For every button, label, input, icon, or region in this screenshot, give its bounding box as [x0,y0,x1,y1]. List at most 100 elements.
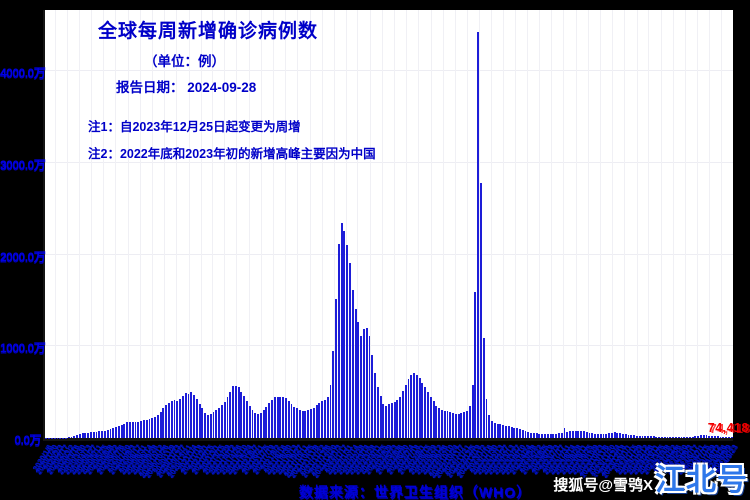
bar [329,384,332,438]
bar [170,400,173,438]
bar [580,430,583,438]
bar [218,407,221,438]
bar [290,403,293,438]
bar [209,413,212,438]
bar [282,397,285,438]
bar [608,433,610,438]
bar [312,407,315,438]
bar [332,350,335,438]
note-2: 注2：2022年底和2023年初的新增高峰主要因为中国 [88,147,376,161]
h-gridline [45,161,733,163]
bar [271,400,273,438]
bar [142,420,145,438]
bar [296,408,299,438]
v-gridline [624,10,626,438]
bar [569,431,571,438]
bar [117,426,120,438]
h-gridline [45,345,733,347]
bar [87,432,90,438]
bar [454,413,457,438]
v-gridline [648,10,650,438]
bar [234,385,237,438]
bar [549,434,552,438]
bar [262,410,265,438]
bar [649,436,652,438]
bar [541,433,544,438]
bar [638,435,641,438]
bar [137,421,140,438]
bar [390,402,393,438]
bar [115,427,117,438]
bar [148,419,151,438]
bar [223,401,226,438]
v-gridline [357,10,359,438]
bar [284,398,287,438]
bar [399,396,402,438]
bar [488,415,491,438]
bar [663,436,666,438]
bar [315,404,318,438]
plot-area [43,10,733,441]
bar [310,409,312,438]
bar [479,183,482,438]
watermark-account: 搜狐号@雪鸮X [553,477,653,494]
bar [535,433,538,438]
bar [443,410,446,438]
bar [304,411,307,438]
bar [521,430,524,438]
v-gridline [200,10,202,438]
bar [349,262,351,438]
bar [524,431,527,438]
watermark-name: 江北号 [655,464,748,497]
bar [438,408,441,438]
v-gridline [684,10,686,438]
bar [602,434,605,438]
bar [243,396,246,438]
bar [404,384,407,438]
bar [81,432,84,438]
bar [705,435,708,438]
bar [435,405,438,438]
bar [591,433,594,438]
bar [505,425,507,438]
bar [599,434,602,438]
bar [683,437,686,438]
bar [76,435,78,438]
bar [67,437,70,438]
bar [193,394,195,438]
bar [301,411,304,438]
v-gridline [442,10,444,438]
bar [326,396,329,438]
bar [201,408,204,438]
bar [652,436,655,438]
v-gridline [297,10,299,438]
bar [95,431,98,438]
v-gridline [514,10,516,438]
bar [240,391,243,438]
bar [727,437,730,438]
bar [268,402,271,438]
bar [220,404,223,438]
v-gridline [479,10,481,438]
bar [563,428,566,438]
bar [688,436,691,438]
bar [694,436,697,438]
bar [351,290,354,438]
bar [596,433,599,438]
bar [527,431,530,438]
v-gridline [502,10,504,438]
bar [368,336,371,438]
bar [418,378,421,438]
bar [627,434,630,438]
bar [427,391,429,438]
bar [226,397,229,438]
bar [354,308,357,438]
bar [248,405,251,438]
v-gridline [79,10,81,438]
bar [396,400,399,438]
bar [388,403,390,438]
bar [145,419,148,438]
bar [112,428,115,438]
bar [407,379,410,438]
bar [293,406,296,438]
